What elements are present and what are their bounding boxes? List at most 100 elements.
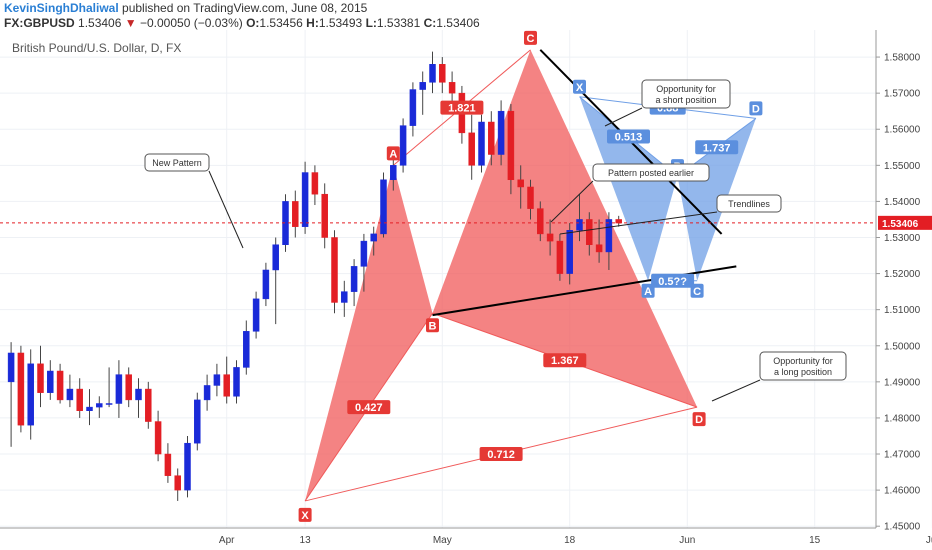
candle-body [507, 110, 515, 181]
y-tick-label: 1.55000 [884, 161, 921, 172]
y-tick-label: 1.45000 [884, 522, 921, 533]
callout-box [144, 153, 210, 172]
candle-body [27, 363, 34, 426]
earlier-point-a-bg [641, 283, 655, 298]
y-tick-label: 1.46000 [884, 486, 921, 497]
candle-body [233, 367, 240, 397]
x-tick-label: 13 [300, 535, 312, 546]
new-ratio-label-bg [543, 353, 587, 368]
new-ratio-label: 1.821 [448, 103, 476, 115]
candle-body [390, 165, 397, 181]
low-label: L: [365, 16, 377, 30]
candle-body [47, 370, 54, 393]
candle-body [37, 363, 44, 393]
candle-body [429, 64, 436, 83]
callout-text: Opportunity for [656, 84, 716, 94]
y-tick-label: 1.57000 [884, 89, 921, 100]
callout-text: a short position [655, 95, 716, 105]
candle-body [194, 399, 201, 444]
earlier-point-c: C [693, 286, 701, 298]
new-point-a: A [389, 148, 397, 160]
earlier-point-d-bg [749, 101, 763, 116]
callout-pointer [208, 170, 244, 249]
candle-body [252, 298, 260, 332]
candle-body [419, 82, 426, 90]
candle-body [331, 237, 338, 303]
candle-body [115, 374, 123, 404]
candle-body [86, 406, 93, 411]
callout-box [592, 163, 710, 182]
candle-body [566, 230, 573, 274]
callout-text: New Pattern [152, 158, 202, 168]
candle-body [17, 352, 25, 426]
callout-pointer [559, 211, 718, 235]
earlier-ratio-label: 1.737 [703, 142, 731, 154]
new-point-x-bg [298, 507, 312, 522]
candle-body [468, 132, 475, 166]
candle-body [350, 266, 358, 292]
candle-body [292, 201, 299, 227]
x-tick-label: Jun [679, 535, 695, 546]
candle-body [448, 82, 456, 94]
candle-body [380, 179, 387, 235]
candle-body [360, 240, 368, 267]
candle-body [537, 208, 544, 235]
candle-body [517, 179, 524, 188]
earlier-ratio-label: 0.5?? [658, 276, 687, 288]
candle-body [262, 269, 270, 300]
y-tick-label: 1.48000 [884, 413, 921, 424]
high-value: 1.53493 [318, 16, 363, 30]
earlier-ratio-label-bg [651, 273, 695, 288]
y-tick-label: 1.54000 [884, 197, 921, 208]
price-axis-label: 1.53406 [882, 219, 919, 230]
candle-body [174, 475, 181, 491]
candle-body [125, 374, 132, 401]
open-label: O: [246, 16, 260, 30]
last-price: 1.53406 [78, 16, 122, 30]
candle-body [556, 240, 564, 274]
earlier-point-c-bg [690, 283, 704, 298]
candle-body [409, 89, 417, 126]
axes: 1.45000 1.46000 1.47000 1.48000 1.49000 1.500… [0, 30, 932, 546]
candle-body [154, 421, 162, 455]
callout-box [716, 194, 782, 213]
callout-text: a long position [774, 367, 832, 377]
candle-body [145, 388, 152, 422]
candle-body [66, 388, 74, 401]
high-label: H: [306, 16, 319, 30]
new-point-c-bg [524, 30, 537, 45]
new-point-b: B [429, 320, 437, 332]
y-tick-label: 1.51000 [884, 305, 921, 316]
candle-body [527, 186, 534, 209]
earlier-point-x-bg [573, 79, 586, 94]
candle-body [488, 121, 495, 155]
candle-body [586, 219, 593, 245]
earlier-point-x: X [576, 82, 584, 94]
callout-text: Trendlines [728, 199, 770, 209]
candle-body [164, 453, 172, 476]
callout-pointer [604, 107, 643, 127]
new-point-c: C [527, 33, 535, 45]
author-name[interactable]: KevinSinghDhaliwal [4, 1, 119, 15]
close-label: C: [423, 16, 437, 30]
candle-body [478, 121, 485, 166]
candle-body [56, 370, 64, 401]
price-chart[interactable]: 1.8210.4271.3670.712XABCD0.880.5131.7370… [0, 30, 932, 550]
callout-box [759, 351, 847, 381]
open-value: 1.53456 [259, 16, 303, 30]
candles [7, 51, 622, 501]
candle-body [399, 125, 407, 166]
new-point-x: X [301, 510, 309, 522]
new-point-d-bg [692, 412, 706, 427]
x-tick-label: 18 [564, 535, 576, 546]
earlier-point-d: D [752, 103, 760, 115]
candle-body [135, 388, 142, 401]
callout-text: Pattern posted earlier [608, 168, 694, 178]
candle-body [272, 244, 279, 271]
candle-body [7, 352, 15, 383]
y-tick-label: 1.47000 [884, 450, 921, 461]
earlier-triangle-xab [579, 96, 678, 281]
candle-body [576, 219, 583, 231]
y-tick-label: 1.53000 [884, 233, 921, 244]
candle-body [96, 403, 103, 408]
